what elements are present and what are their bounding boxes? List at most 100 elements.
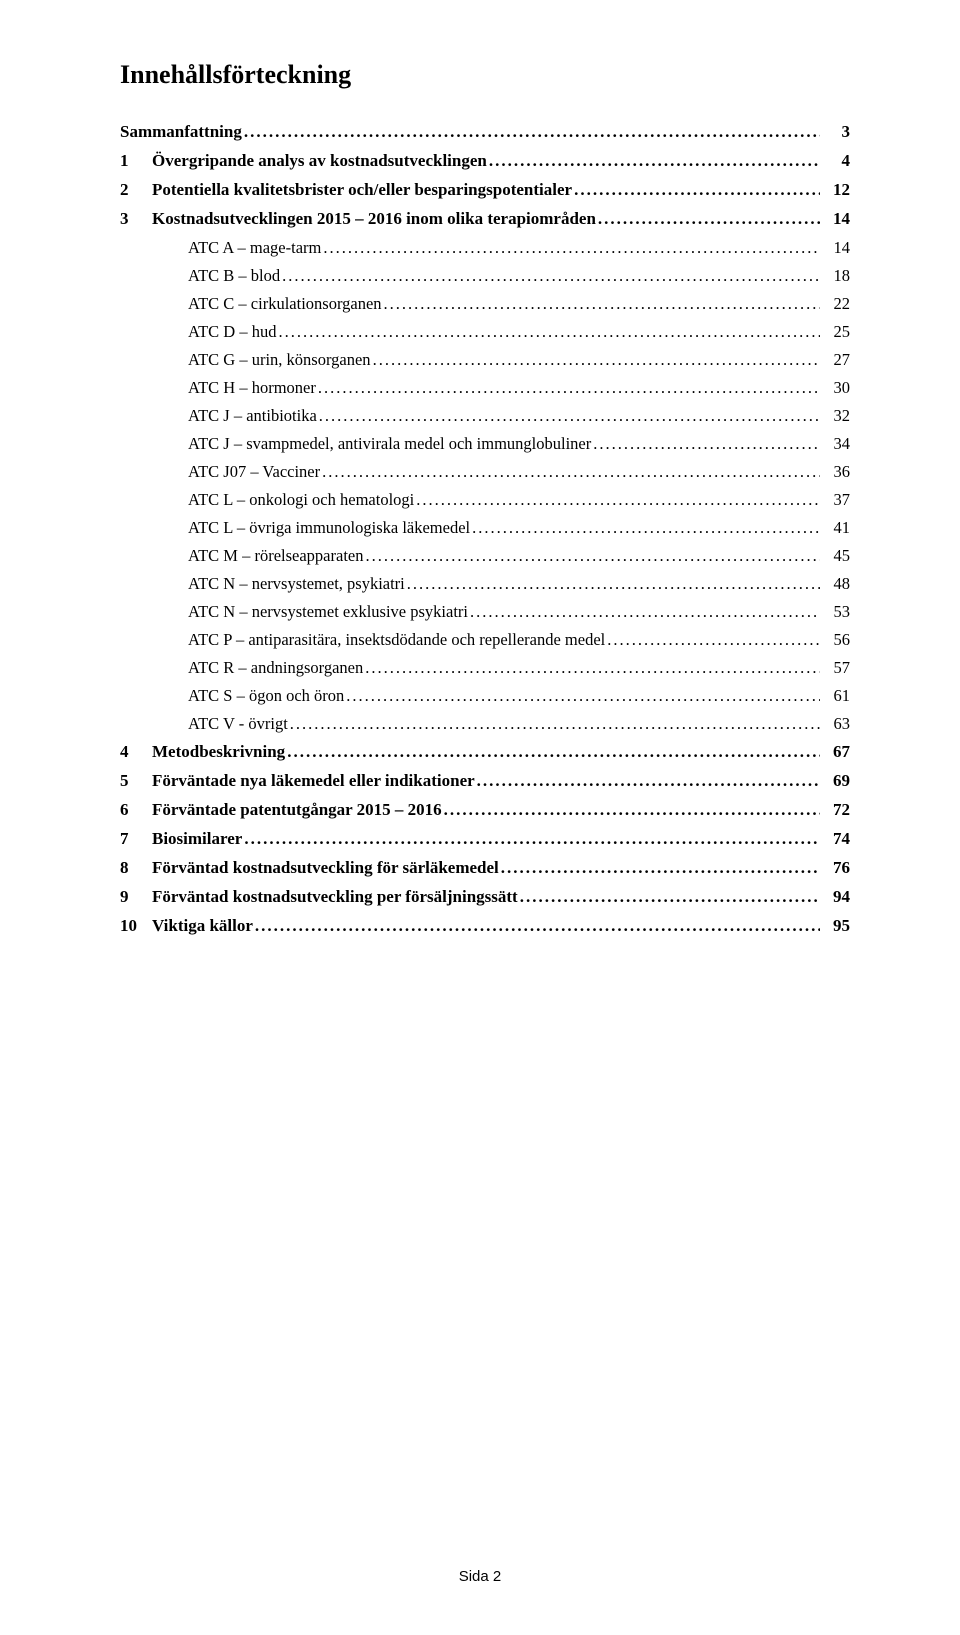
toc-entry-label: ATC D – hud [188, 318, 276, 346]
toc-entry-label: ATC J07 – Vacciner [188, 458, 320, 486]
toc-leader [322, 458, 820, 486]
toc-entry: ATC H – hormoner 30 [120, 374, 850, 402]
toc-entry: 2Potentiella kvalitetsbrister och/eller … [120, 176, 850, 205]
toc-entry-page: 14 [822, 205, 850, 234]
toc-entry: Sammanfattning3 [120, 118, 850, 147]
toc-entry: ATC N – nervsystemet, psykiatri48 [120, 570, 850, 598]
toc-entry-label: ATC B – blod [188, 262, 280, 290]
toc-leader [365, 654, 820, 682]
toc-entry-label: ATC N – nervsystemet exklusive psykiatri [188, 598, 468, 626]
toc-entry: ATC C – cirkulationsorganen 22 [120, 290, 850, 318]
toc-leader [287, 738, 820, 767]
toc-entry-label: ATC L – onkologi och hematologi [188, 486, 414, 514]
toc-entry-page: 56 [822, 626, 850, 654]
toc-leader [346, 682, 820, 710]
toc-entry-label: ATC J – antibiotika [188, 402, 317, 430]
toc-entry-page: 22 [822, 290, 850, 318]
toc-entry-label: ATC M – rörelseapparaten [188, 542, 363, 570]
toc-entry-label: Förväntad kostnadsutveckling för särläke… [152, 854, 499, 883]
toc-entry: 8Förväntad kostnadsutveckling för särläk… [120, 854, 850, 883]
toc-entry-label: ATC V - övrigt [188, 710, 288, 738]
toc-entry-label: Kostnadsutvecklingen 2015 – 2016 inom ol… [152, 205, 596, 234]
toc-entry-page: 53 [822, 598, 850, 626]
toc-entry-page: 27 [822, 346, 850, 374]
toc-entry-label: ATC G – urin, könsorganen [188, 346, 371, 374]
toc-leader [384, 290, 820, 318]
toc-entry: ATC D – hud 25 [120, 318, 850, 346]
toc-entry-page: 95 [822, 912, 850, 941]
toc-entry-page: 94 [822, 883, 850, 912]
toc-entry: 10Viktiga källor95 [120, 912, 850, 941]
toc-entry-label: Förväntade nya läkemedel eller indikatio… [152, 767, 475, 796]
toc-entry-page: 76 [822, 854, 850, 883]
toc-entry-number: 4 [120, 738, 152, 767]
toc-entry: ATC J – svampmedel, antivirala medel och… [120, 430, 850, 458]
toc-entry: ATC B – blod18 [120, 262, 850, 290]
toc-entry-label: Övergripande analys av kostnadsutvecklin… [152, 147, 487, 176]
toc-entry-label: ATC A – mage-tarm [188, 234, 321, 262]
toc-entry-page: 45 [822, 542, 850, 570]
toc-entry-number: 5 [120, 767, 152, 796]
toc-leader [501, 854, 820, 883]
toc-entry-page: 74 [822, 825, 850, 854]
toc-entry-page: 41 [822, 514, 850, 542]
toc-entry-page: 25 [822, 318, 850, 346]
toc-entry-label: Förväntad kostnadsutveckling per försälj… [152, 883, 518, 912]
toc-entry-page: 63 [822, 710, 850, 738]
toc-entry-number: 9 [120, 883, 152, 912]
toc-leader [444, 796, 820, 825]
toc-leader [477, 767, 820, 796]
toc-entry-page: 3 [822, 118, 850, 147]
toc-entry-number: 3 [120, 205, 152, 234]
toc-leader [365, 542, 820, 570]
toc-entry-label: ATC C – cirkulationsorganen [188, 290, 382, 318]
toc-entry: 7Biosimilarer 74 [120, 825, 850, 854]
toc-entry-page: 12 [822, 176, 850, 205]
toc-entry-number: 7 [120, 825, 152, 854]
toc-entry: 9Förväntad kostnadsutveckling per försäl… [120, 883, 850, 912]
toc-entry-number: 8 [120, 854, 152, 883]
toc-leader [290, 710, 820, 738]
toc-entry: ATC L – övriga immunologiska läkemedel41 [120, 514, 850, 542]
toc-entry: ATC P – antiparasitära, insektsdödande o… [120, 626, 850, 654]
toc-entry-page: 61 [822, 682, 850, 710]
toc-leader [489, 147, 820, 176]
toc-entry: ATC G – urin, könsorganen 27 [120, 346, 850, 374]
toc-leader [255, 912, 820, 941]
toc-entry-page: 34 [822, 430, 850, 458]
toc-leader [318, 374, 820, 402]
toc-entry-page: 14 [822, 234, 850, 262]
toc-entry-label: ATC R – andningsorganen [188, 654, 363, 682]
toc-entry-page: 36 [822, 458, 850, 486]
toc-leader [520, 883, 820, 912]
toc-entry: ATC A – mage-tarm 14 [120, 234, 850, 262]
toc-leader [416, 486, 820, 514]
toc-entry: 6Förväntade patentutgångar 2015 – 201672 [120, 796, 850, 825]
toc-entry-page: 32 [822, 402, 850, 430]
toc-entry-label: Biosimilarer [152, 825, 242, 854]
toc-entry-label: ATC H – hormoner [188, 374, 316, 402]
toc-entry-page: 72 [822, 796, 850, 825]
toc-leader [373, 346, 820, 374]
toc-entry: ATC S – ögon och öron 61 [120, 682, 850, 710]
toc-leader [407, 570, 820, 598]
toc-entry: ATC V - övrigt 63 [120, 710, 850, 738]
toc-entry-label: ATC S – ögon och öron [188, 682, 344, 710]
toc-entry-page: 37 [822, 486, 850, 514]
toc-entry: 3Kostnadsutvecklingen 2015 – 2016 inom o… [120, 205, 850, 234]
toc-leader [244, 118, 820, 147]
toc-entry-label: Metodbeskrivning [152, 738, 285, 767]
toc-entry-number: 10 [120, 912, 152, 941]
toc-entry-number: 1 [120, 147, 152, 176]
toc-entry-label: ATC J – svampmedel, antivirala medel och… [188, 430, 591, 458]
toc-entry-page: 30 [822, 374, 850, 402]
toc-entry: ATC J – antibiotika 32 [120, 402, 850, 430]
toc-leader [470, 598, 820, 626]
toc-title: Innehållsförteckning [120, 60, 850, 90]
toc-leader [598, 205, 820, 234]
toc-entry: 4Metodbeskrivning 67 [120, 738, 850, 767]
toc-entry-page: 67 [822, 738, 850, 767]
toc-leader [472, 514, 820, 542]
toc-entry: ATC M – rörelseapparaten 45 [120, 542, 850, 570]
toc-leader [319, 402, 820, 430]
